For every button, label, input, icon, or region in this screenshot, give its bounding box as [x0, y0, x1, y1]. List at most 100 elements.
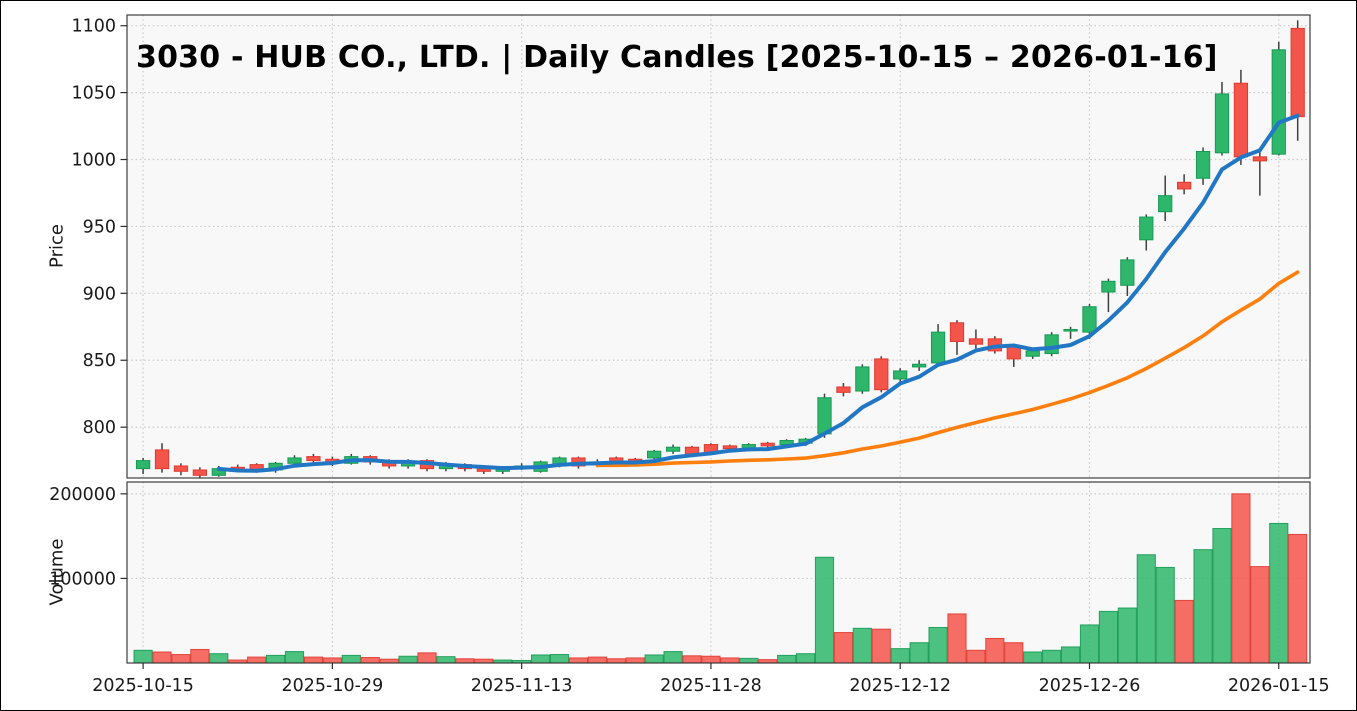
candle-body — [760, 442, 775, 447]
volume-panel-spine — [126, 481, 1311, 664]
volume-bar — [530, 654, 551, 664]
volume-bar — [152, 651, 172, 664]
volume-bar — [417, 652, 437, 664]
volume-bar — [966, 649, 986, 664]
candle-body — [1271, 49, 1286, 155]
volume-bar — [1079, 624, 1100, 664]
volume-bar — [1060, 646, 1081, 664]
x-tick-label: 2025-11-13 — [471, 676, 573, 696]
candle-body — [1139, 216, 1154, 241]
candle-body — [1177, 181, 1192, 190]
volume-bar — [133, 649, 153, 664]
candle-body — [1101, 280, 1116, 293]
volume-bar — [1023, 651, 1043, 664]
volume-bar — [890, 648, 910, 664]
volume-bar — [568, 657, 589, 664]
candle-body — [722, 445, 737, 450]
candle-body — [874, 358, 889, 391]
volume-bar — [720, 657, 740, 664]
candle-body — [1290, 27, 1305, 118]
volume-bar — [777, 654, 797, 664]
price-tick-label: 850 — [83, 351, 116, 371]
volume-bar — [474, 658, 494, 664]
volume-bar — [209, 653, 229, 664]
candle-body — [949, 322, 965, 343]
candle-body — [912, 363, 927, 368]
volume-bar — [985, 637, 1005, 664]
volume-bar — [739, 657, 759, 664]
candle-body — [1214, 93, 1230, 154]
candle-body — [1063, 328, 1078, 332]
x-tick-label: 2025-10-29 — [282, 676, 384, 696]
price-tick-label: 900 — [83, 284, 116, 304]
candle-body — [287, 457, 302, 464]
volume-bar — [928, 626, 948, 664]
candle-body — [135, 460, 151, 470]
volume-bar — [1269, 522, 1289, 664]
candle-body — [1158, 195, 1173, 213]
volume-bar — [284, 651, 305, 664]
candle-body — [968, 338, 984, 345]
price-axis-label: Price — [46, 224, 68, 268]
candle-body — [1252, 156, 1267, 162]
volume-bar — [644, 654, 664, 664]
volume-bar — [1174, 599, 1194, 664]
x-tick-label: 2025-12-26 — [1039, 676, 1141, 696]
candle-body — [1044, 334, 1059, 355]
candle-body — [1025, 350, 1040, 357]
volume-bar — [190, 648, 210, 664]
price-panel-bg — [127, 15, 1310, 478]
volume-bar — [682, 655, 702, 664]
candle-body — [893, 370, 908, 380]
volume-bar — [1288, 533, 1308, 664]
volume-bar — [436, 656, 456, 664]
volume-bar — [833, 632, 854, 664]
volume-bar — [265, 654, 286, 664]
volume-bar — [701, 655, 721, 664]
volume-bar — [606, 658, 626, 664]
x-tick-label: 2025-12-12 — [849, 676, 951, 696]
volume-bar — [625, 657, 645, 664]
candle-body — [154, 449, 170, 470]
price-tick-label: 800 — [83, 418, 116, 438]
price-tick-label: 1050 — [71, 84, 116, 104]
volume-bar — [795, 653, 816, 664]
volume-bar — [587, 656, 607, 664]
volume-bar — [1155, 566, 1175, 664]
x-tick-label: 2026-01-15 — [1228, 676, 1330, 696]
candle-body — [306, 456, 321, 462]
volume-bar — [814, 556, 835, 664]
volume-bar — [171, 654, 191, 664]
volume-bar — [1042, 649, 1062, 664]
volume-bar — [1193, 549, 1213, 664]
volume-bar — [1231, 493, 1251, 664]
price-tick-label: 1000 — [71, 151, 116, 171]
sma25-line — [595, 270, 1300, 468]
candle-body — [192, 469, 207, 476]
volume-bar — [1117, 607, 1137, 664]
candle-body — [836, 386, 851, 393]
price-tick-label: 1100 — [71, 17, 116, 37]
price-tick-label: 950 — [83, 217, 116, 237]
volume-tick-label: 200000 — [49, 485, 116, 505]
volume-bar — [247, 656, 267, 664]
volume-axis-label: Volume — [46, 538, 68, 606]
candle-body — [930, 331, 946, 364]
volume-bar — [871, 628, 891, 664]
candle-body — [817, 397, 832, 435]
volume-bar — [360, 657, 380, 664]
volume-bar — [322, 657, 342, 664]
volume-bar — [341, 654, 361, 664]
volume-bar — [1250, 566, 1270, 664]
volume-bar — [398, 655, 418, 664]
candle-body — [665, 446, 681, 452]
volume-bar — [1098, 610, 1119, 664]
volume-bar — [852, 627, 872, 664]
volume-bar — [379, 658, 399, 664]
volume-bar — [909, 642, 929, 664]
volume-bar — [663, 651, 683, 664]
volume-bar — [947, 613, 967, 664]
candle-body — [1006, 346, 1021, 360]
